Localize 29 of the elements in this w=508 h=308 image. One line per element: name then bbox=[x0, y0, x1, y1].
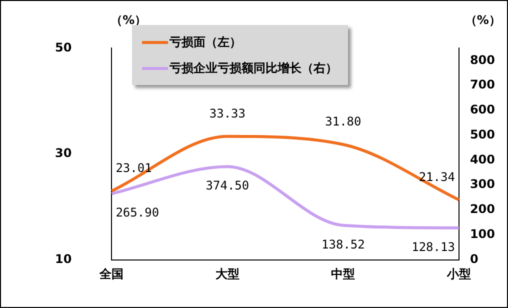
y2-tick-label: 0 bbox=[470, 252, 478, 266]
legend-label: 亏损企业亏损额同比增长（右） bbox=[170, 60, 338, 76]
y-tick-label: 30 bbox=[54, 146, 72, 160]
y2-tick-label: 200 bbox=[470, 202, 496, 216]
y-tick-label: 10 bbox=[54, 252, 72, 266]
y-tick-label: 50 bbox=[54, 40, 72, 54]
legend-label: 亏损面（左） bbox=[170, 34, 242, 50]
y2-tick-label: 500 bbox=[470, 127, 496, 142]
data-label: 265.90 bbox=[116, 206, 160, 220]
line-series bbox=[110, 134, 460, 202]
data-label: 138.52 bbox=[322, 237, 365, 252]
line-series bbox=[110, 165, 460, 230]
data-label: 23.01 bbox=[116, 161, 152, 176]
y2-tick-label: 600 bbox=[470, 102, 496, 117]
x-tick-label: 中型 bbox=[331, 267, 356, 282]
y2-tick-label: 100 bbox=[470, 227, 496, 242]
x-tick-label: 小型 bbox=[446, 267, 471, 282]
y2-tick-label: 800 bbox=[470, 52, 496, 67]
y2-tick-label: 300 bbox=[470, 177, 496, 192]
y2-tick-label: 400 bbox=[470, 152, 496, 166]
y2-axis-title: （%） bbox=[464, 13, 501, 28]
data-label: 33.33 bbox=[209, 106, 246, 121]
x-tick-label: 全国 bbox=[98, 267, 124, 282]
data-label: 31.80 bbox=[325, 114, 362, 129]
x-tick-label: 大型 bbox=[215, 267, 240, 282]
y2-tick-label: 700 bbox=[470, 78, 496, 92]
data-label: 374.50 bbox=[206, 178, 250, 193]
data-label: 128.13 bbox=[412, 240, 455, 254]
data-label: 21.34 bbox=[418, 170, 455, 184]
